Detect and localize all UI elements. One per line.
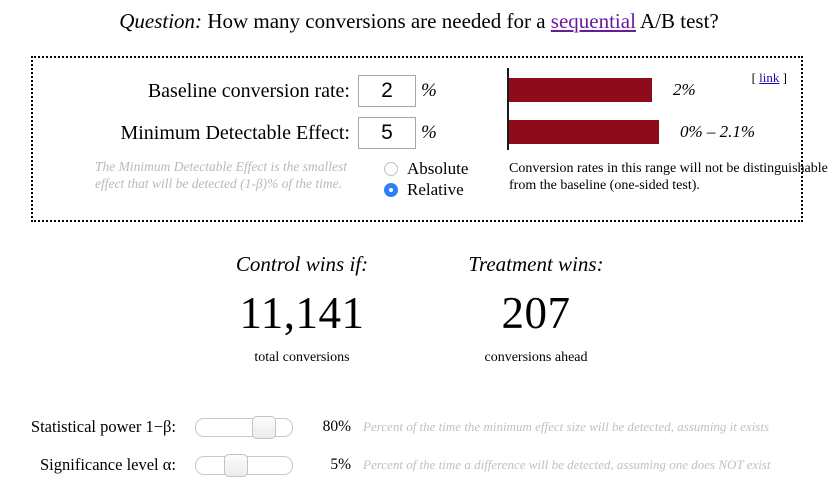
result-value-control: 11,141: [239, 288, 365, 338]
minimum-detectable-effect-label: Minimum Detectable Effect:: [120, 121, 350, 144]
calculator-panel: Baseline conversion rate: % Minimum Dete…: [31, 56, 828, 222]
radio-absolute-icon[interactable]: [384, 161, 398, 176]
baseline-conversion-rate-row: Baseline conversion rate: %: [33, 74, 443, 108]
chart-bar-row-range: 0% – 2.1%: [509, 120, 755, 144]
statistical-power-label: Statistical power 1−β:: [30, 417, 176, 436]
chart-axis-line: [507, 68, 509, 150]
significance-level-slider[interactable]: [195, 453, 293, 477]
page-title: Question: How many conversions are neede…: [0, 0, 838, 35]
significance-level-row: Significance level α: 5% Percent of the …: [0, 450, 838, 480]
result-block-treatment: Treatment wins: 207 conversions ahead: [456, 252, 616, 366]
radio-option-absolute[interactable]: Absolute: [384, 158, 504, 179]
radio-relative-label: Relative: [407, 179, 464, 199]
minimum-detectable-effect-row: Minimum Detectable Effect: %: [33, 116, 443, 150]
baseline-conversion-rate-label: Baseline conversion rate:: [147, 79, 350, 102]
result-heading-treatment: Treatment wins:: [468, 252, 604, 276]
minimum-detectable-effect-input[interactable]: [358, 117, 416, 149]
chart-bar-label-baseline: 2%: [673, 80, 696, 99]
result-block-control: Control wins if: 11,141 total conversion…: [222, 252, 382, 366]
page-title-text-before-link: How many conversions are needed for a: [202, 9, 551, 33]
link-open-bracket: [: [751, 70, 756, 85]
statistical-power-slider-thumb[interactable]: [251, 415, 276, 439]
chart-column: [ link ] 2% 0% – 2.1% Conversion rates i…: [473, 58, 828, 220]
statistical-power-slider[interactable]: [195, 415, 293, 439]
significance-level-slider-thumb[interactable]: [224, 453, 249, 477]
statistical-power-row: Statistical power 1−β: 80% Percent of th…: [0, 412, 838, 442]
baseline-conversion-rate-input[interactable]: [358, 75, 416, 107]
result-heading-control: Control wins if:: [235, 252, 369, 276]
result-sublabel-treatment: conversions ahead: [484, 350, 588, 365]
significance-level-help: Percent of the time a difference will be…: [363, 457, 771, 472]
statistical-power-help: Percent of the time the minimum effect s…: [363, 419, 770, 434]
radio-absolute-label: Absolute: [407, 158, 469, 178]
inputs-column: Baseline conversion rate: % Minimum Dete…: [33, 58, 468, 220]
significance-level-label: Significance level α:: [39, 455, 176, 474]
radio-option-relative[interactable]: Relative: [384, 179, 504, 200]
sequential-link[interactable]: sequential: [550, 9, 636, 33]
chart-bar-baseline: [509, 78, 652, 102]
mde-help-text: The Minimum Detectable Effect is the sma…: [95, 159, 347, 191]
result-value-treatment: 207: [501, 288, 571, 338]
statistical-power-value: 80%: [322, 418, 351, 435]
results-section: Control wins if: 11,141 total conversion…: [0, 252, 838, 366]
effect-mode-radio-group: Absolute Relative: [384, 158, 504, 200]
radio-relative-icon[interactable]: [384, 182, 398, 197]
chart-bar-label-range: 0% – 2.1%: [680, 122, 756, 141]
result-sublabel-control: total conversions: [254, 350, 350, 365]
baseline-percent-sign: %: [421, 80, 437, 101]
page-title-text-after-link: A/B test?: [635, 9, 719, 33]
page-title-question-label: Question:: [119, 9, 203, 33]
link-close-bracket: ]: [782, 70, 787, 85]
chart-bar-range: [509, 120, 659, 144]
chart-bar-row-baseline: 2%: [509, 78, 696, 102]
significance-level-value: 5%: [330, 456, 351, 473]
permalink-link[interactable]: link: [759, 70, 780, 85]
chart-caption: Conversion rates in this range will not …: [509, 161, 828, 193]
panel-link-wrapper: [ link ]: [752, 70, 787, 86]
mde-percent-sign: %: [421, 122, 437, 143]
